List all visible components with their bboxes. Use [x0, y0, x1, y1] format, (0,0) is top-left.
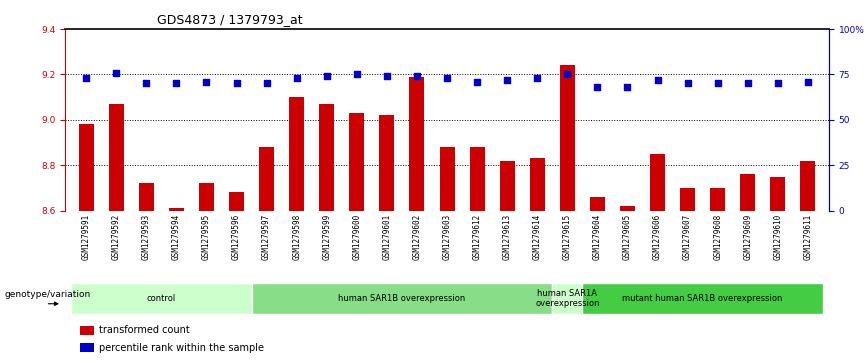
- Text: GSM1279596: GSM1279596: [232, 214, 241, 260]
- Text: GSM1279605: GSM1279605: [623, 214, 632, 260]
- Point: [350, 72, 364, 77]
- Text: GSM1279612: GSM1279612: [472, 214, 482, 260]
- Text: GSM1279606: GSM1279606: [653, 214, 662, 260]
- Text: GSM1279592: GSM1279592: [112, 214, 121, 260]
- Text: GSM1279599: GSM1279599: [322, 214, 332, 260]
- Bar: [529, 158, 545, 211]
- Bar: [199, 183, 214, 211]
- Text: GSM1279595: GSM1279595: [202, 214, 211, 260]
- Bar: [582, 283, 823, 314]
- Text: mutant human SAR1B overexpression: mutant human SAR1B overexpression: [622, 294, 783, 303]
- Text: GSM1279614: GSM1279614: [533, 214, 542, 260]
- Point: [771, 81, 785, 86]
- Bar: [500, 160, 515, 211]
- Point: [740, 81, 754, 86]
- Point: [200, 79, 214, 85]
- Text: transformed count: transformed count: [100, 325, 190, 335]
- Bar: [252, 283, 552, 314]
- Bar: [319, 104, 334, 211]
- Point: [79, 75, 93, 81]
- Text: human SAR1A
overexpression: human SAR1A overexpression: [535, 289, 600, 308]
- Point: [530, 75, 544, 81]
- Text: GSM1279594: GSM1279594: [172, 214, 181, 260]
- Text: genotype/variation: genotype/variation: [4, 290, 90, 299]
- Bar: [410, 77, 424, 211]
- Point: [109, 70, 123, 76]
- Text: GSM1279602: GSM1279602: [412, 214, 422, 260]
- Point: [500, 77, 514, 83]
- Bar: [552, 283, 582, 314]
- Text: GSM1279603: GSM1279603: [443, 214, 451, 260]
- Point: [319, 73, 333, 79]
- Text: GSM1279597: GSM1279597: [262, 214, 271, 260]
- Point: [169, 81, 183, 86]
- Bar: [560, 65, 575, 211]
- Text: GSM1279611: GSM1279611: [804, 214, 812, 260]
- Bar: [800, 160, 815, 211]
- Bar: [81, 326, 94, 335]
- Bar: [620, 206, 635, 211]
- Point: [290, 75, 304, 81]
- Bar: [379, 115, 394, 211]
- Bar: [81, 343, 94, 352]
- Point: [380, 73, 394, 79]
- Point: [410, 73, 424, 79]
- Point: [440, 75, 454, 81]
- Point: [260, 81, 273, 86]
- Point: [140, 81, 154, 86]
- Bar: [229, 192, 244, 211]
- Point: [561, 72, 575, 77]
- Bar: [139, 183, 154, 211]
- Bar: [71, 283, 252, 314]
- Text: GSM1279593: GSM1279593: [141, 214, 151, 260]
- Text: GSM1279598: GSM1279598: [293, 214, 301, 260]
- Text: GSM1279608: GSM1279608: [713, 214, 722, 260]
- Point: [681, 81, 694, 86]
- Text: GSM1279609: GSM1279609: [743, 214, 753, 260]
- Bar: [259, 147, 274, 211]
- Text: GSM1279604: GSM1279604: [593, 214, 602, 260]
- Text: control: control: [147, 294, 176, 303]
- Bar: [740, 174, 755, 211]
- Text: GSM1279601: GSM1279601: [383, 214, 391, 260]
- Bar: [590, 197, 605, 211]
- Bar: [770, 176, 786, 211]
- Bar: [439, 147, 455, 211]
- Point: [621, 84, 635, 90]
- Point: [711, 81, 725, 86]
- Point: [590, 84, 604, 90]
- Point: [229, 81, 243, 86]
- Point: [470, 79, 484, 85]
- Bar: [108, 104, 124, 211]
- Bar: [470, 147, 484, 211]
- Text: human SAR1B overexpression: human SAR1B overexpression: [339, 294, 465, 303]
- Text: GSM1279610: GSM1279610: [773, 214, 782, 260]
- Text: GSM1279615: GSM1279615: [562, 214, 572, 260]
- Point: [651, 77, 665, 83]
- Point: [801, 79, 815, 85]
- Text: percentile rank within the sample: percentile rank within the sample: [100, 343, 265, 353]
- Text: GSM1279613: GSM1279613: [503, 214, 511, 260]
- Bar: [650, 154, 665, 211]
- Text: GDS4873 / 1379793_at: GDS4873 / 1379793_at: [157, 13, 302, 26]
- Text: GSM1279591: GSM1279591: [82, 214, 90, 260]
- Bar: [349, 113, 365, 211]
- Bar: [289, 97, 304, 211]
- Text: GSM1279607: GSM1279607: [683, 214, 692, 260]
- Bar: [169, 208, 184, 211]
- Text: GSM1279600: GSM1279600: [352, 214, 361, 260]
- Bar: [710, 188, 725, 211]
- Bar: [79, 124, 94, 211]
- Bar: [681, 188, 695, 211]
